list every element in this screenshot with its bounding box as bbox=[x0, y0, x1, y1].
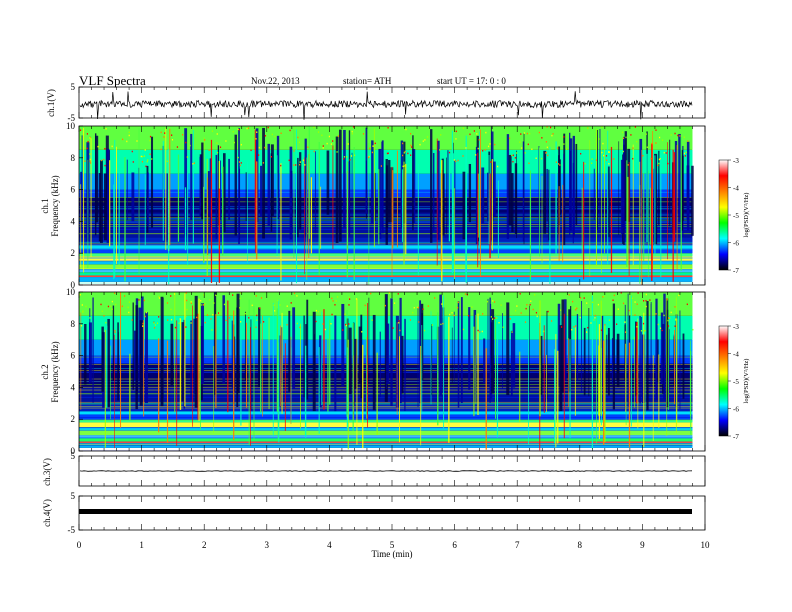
colorbar-tick-label: -7 bbox=[733, 433, 739, 441]
colorbar-tick-label: -6 bbox=[733, 240, 739, 248]
ch2-spec-ytick-label: 10 bbox=[66, 287, 76, 297]
colorbar-label: log(PSD)(V²/Hz) bbox=[743, 359, 750, 404]
colorbar-tick-label: -5 bbox=[733, 212, 739, 220]
ch1-waveform-ylabel: ch.1(V) bbox=[46, 89, 56, 117]
colorbar-tick-label: -6 bbox=[733, 406, 739, 414]
colorbar-scale bbox=[718, 325, 729, 437]
colorbar-tick-label: -3 bbox=[733, 157, 739, 165]
colorbar-tick-label: -5 bbox=[733, 378, 739, 386]
x-tick-label: 0 bbox=[77, 540, 82, 550]
ch1-spectrogram-frame bbox=[78, 125, 706, 286]
ch2-spectrogram-frame bbox=[78, 291, 706, 452]
ch3-trace bbox=[79, 470, 693, 472]
ch2-spec-ylabel: Frequency (kHz) bbox=[50, 341, 60, 402]
x-tick-label: 4 bbox=[327, 540, 332, 550]
ch3-waveform-ytick-label: 5 bbox=[71, 451, 76, 461]
colorbar-tick-label: -3 bbox=[733, 323, 739, 331]
ch4-waveform-ytick-label: -5 bbox=[68, 525, 76, 535]
colorbar-ch1: -3 -4 -5 -6 -7 log(PSD)(V²/Hz) bbox=[718, 157, 750, 275]
x-tick-label: 6 bbox=[452, 540, 457, 550]
x-tick-label: 9 bbox=[640, 540, 645, 550]
x-tick-label: 3 bbox=[265, 540, 270, 550]
ch1-spec-ytick-label: 0 bbox=[71, 280, 76, 290]
ch1-spec-ytick-label: 8 bbox=[71, 153, 76, 163]
x-tick-label: 10 bbox=[701, 540, 711, 550]
ch4-waveform-ylabel: ch.4(V) bbox=[42, 499, 52, 527]
ch1-spec-ylabel: Frequency (kHz) bbox=[50, 175, 60, 236]
colorbar-ch2: -3 -4 -5 -6 -7 log(PSD)(V²/Hz) bbox=[718, 323, 750, 441]
x-tick-label: 2 bbox=[202, 540, 207, 550]
ch2-spec-ytick-label: 0 bbox=[71, 446, 76, 456]
ch1-spec-ytick-label: 4 bbox=[71, 216, 76, 226]
ch1-spec-ylabel-channel: ch.1 bbox=[40, 198, 50, 213]
ch2-spec-ytick-label: 8 bbox=[71, 319, 76, 329]
colorbar-tick-label: -4 bbox=[733, 185, 739, 193]
ch1-spec-ytick-label: 2 bbox=[71, 248, 76, 258]
figure-station: station= ATH bbox=[343, 76, 392, 86]
figure-start-time: start UT = 17: 0 : 0 bbox=[437, 76, 506, 86]
ch4-trace bbox=[79, 509, 692, 514]
ch2-spec-ylabel-channel: ch.2 bbox=[40, 364, 50, 379]
ch1-spec-ytick-label: 6 bbox=[71, 185, 76, 195]
x-tick-label: 5 bbox=[390, 540, 395, 550]
x-axis-label: Time (min) bbox=[372, 549, 413, 559]
ch3-waveform-ylabel: ch.3(V) bbox=[42, 458, 52, 486]
ch2-spec-ytick-label: 6 bbox=[71, 351, 76, 361]
x-tick-label: 7 bbox=[515, 540, 520, 550]
ch1-waveform-ytick-label: 5 bbox=[71, 82, 76, 92]
figure-title: VLF Spectra bbox=[79, 73, 146, 88]
colorbar-label: log(PSD)(V²/Hz) bbox=[743, 193, 750, 238]
ch2-spec-ytick-label: 4 bbox=[71, 382, 76, 392]
figure-date: Nov.22, 2013 bbox=[251, 76, 300, 86]
ch1-spec-ytick-label: 10 bbox=[66, 121, 76, 131]
x-tick-label: 1 bbox=[139, 540, 144, 550]
colorbar-tick-label: -7 bbox=[733, 267, 739, 275]
x-tick-label: 8 bbox=[578, 540, 583, 550]
ch1-trace bbox=[79, 91, 693, 120]
colorbar-tick-label: -4 bbox=[733, 351, 739, 359]
ch1-waveform-ytick-label: -5 bbox=[68, 113, 76, 123]
ch2-spec-ytick-label: 2 bbox=[71, 414, 76, 424]
colorbar-scale bbox=[718, 159, 729, 271]
ch4-waveform-ytick-label: 5 bbox=[71, 491, 76, 501]
